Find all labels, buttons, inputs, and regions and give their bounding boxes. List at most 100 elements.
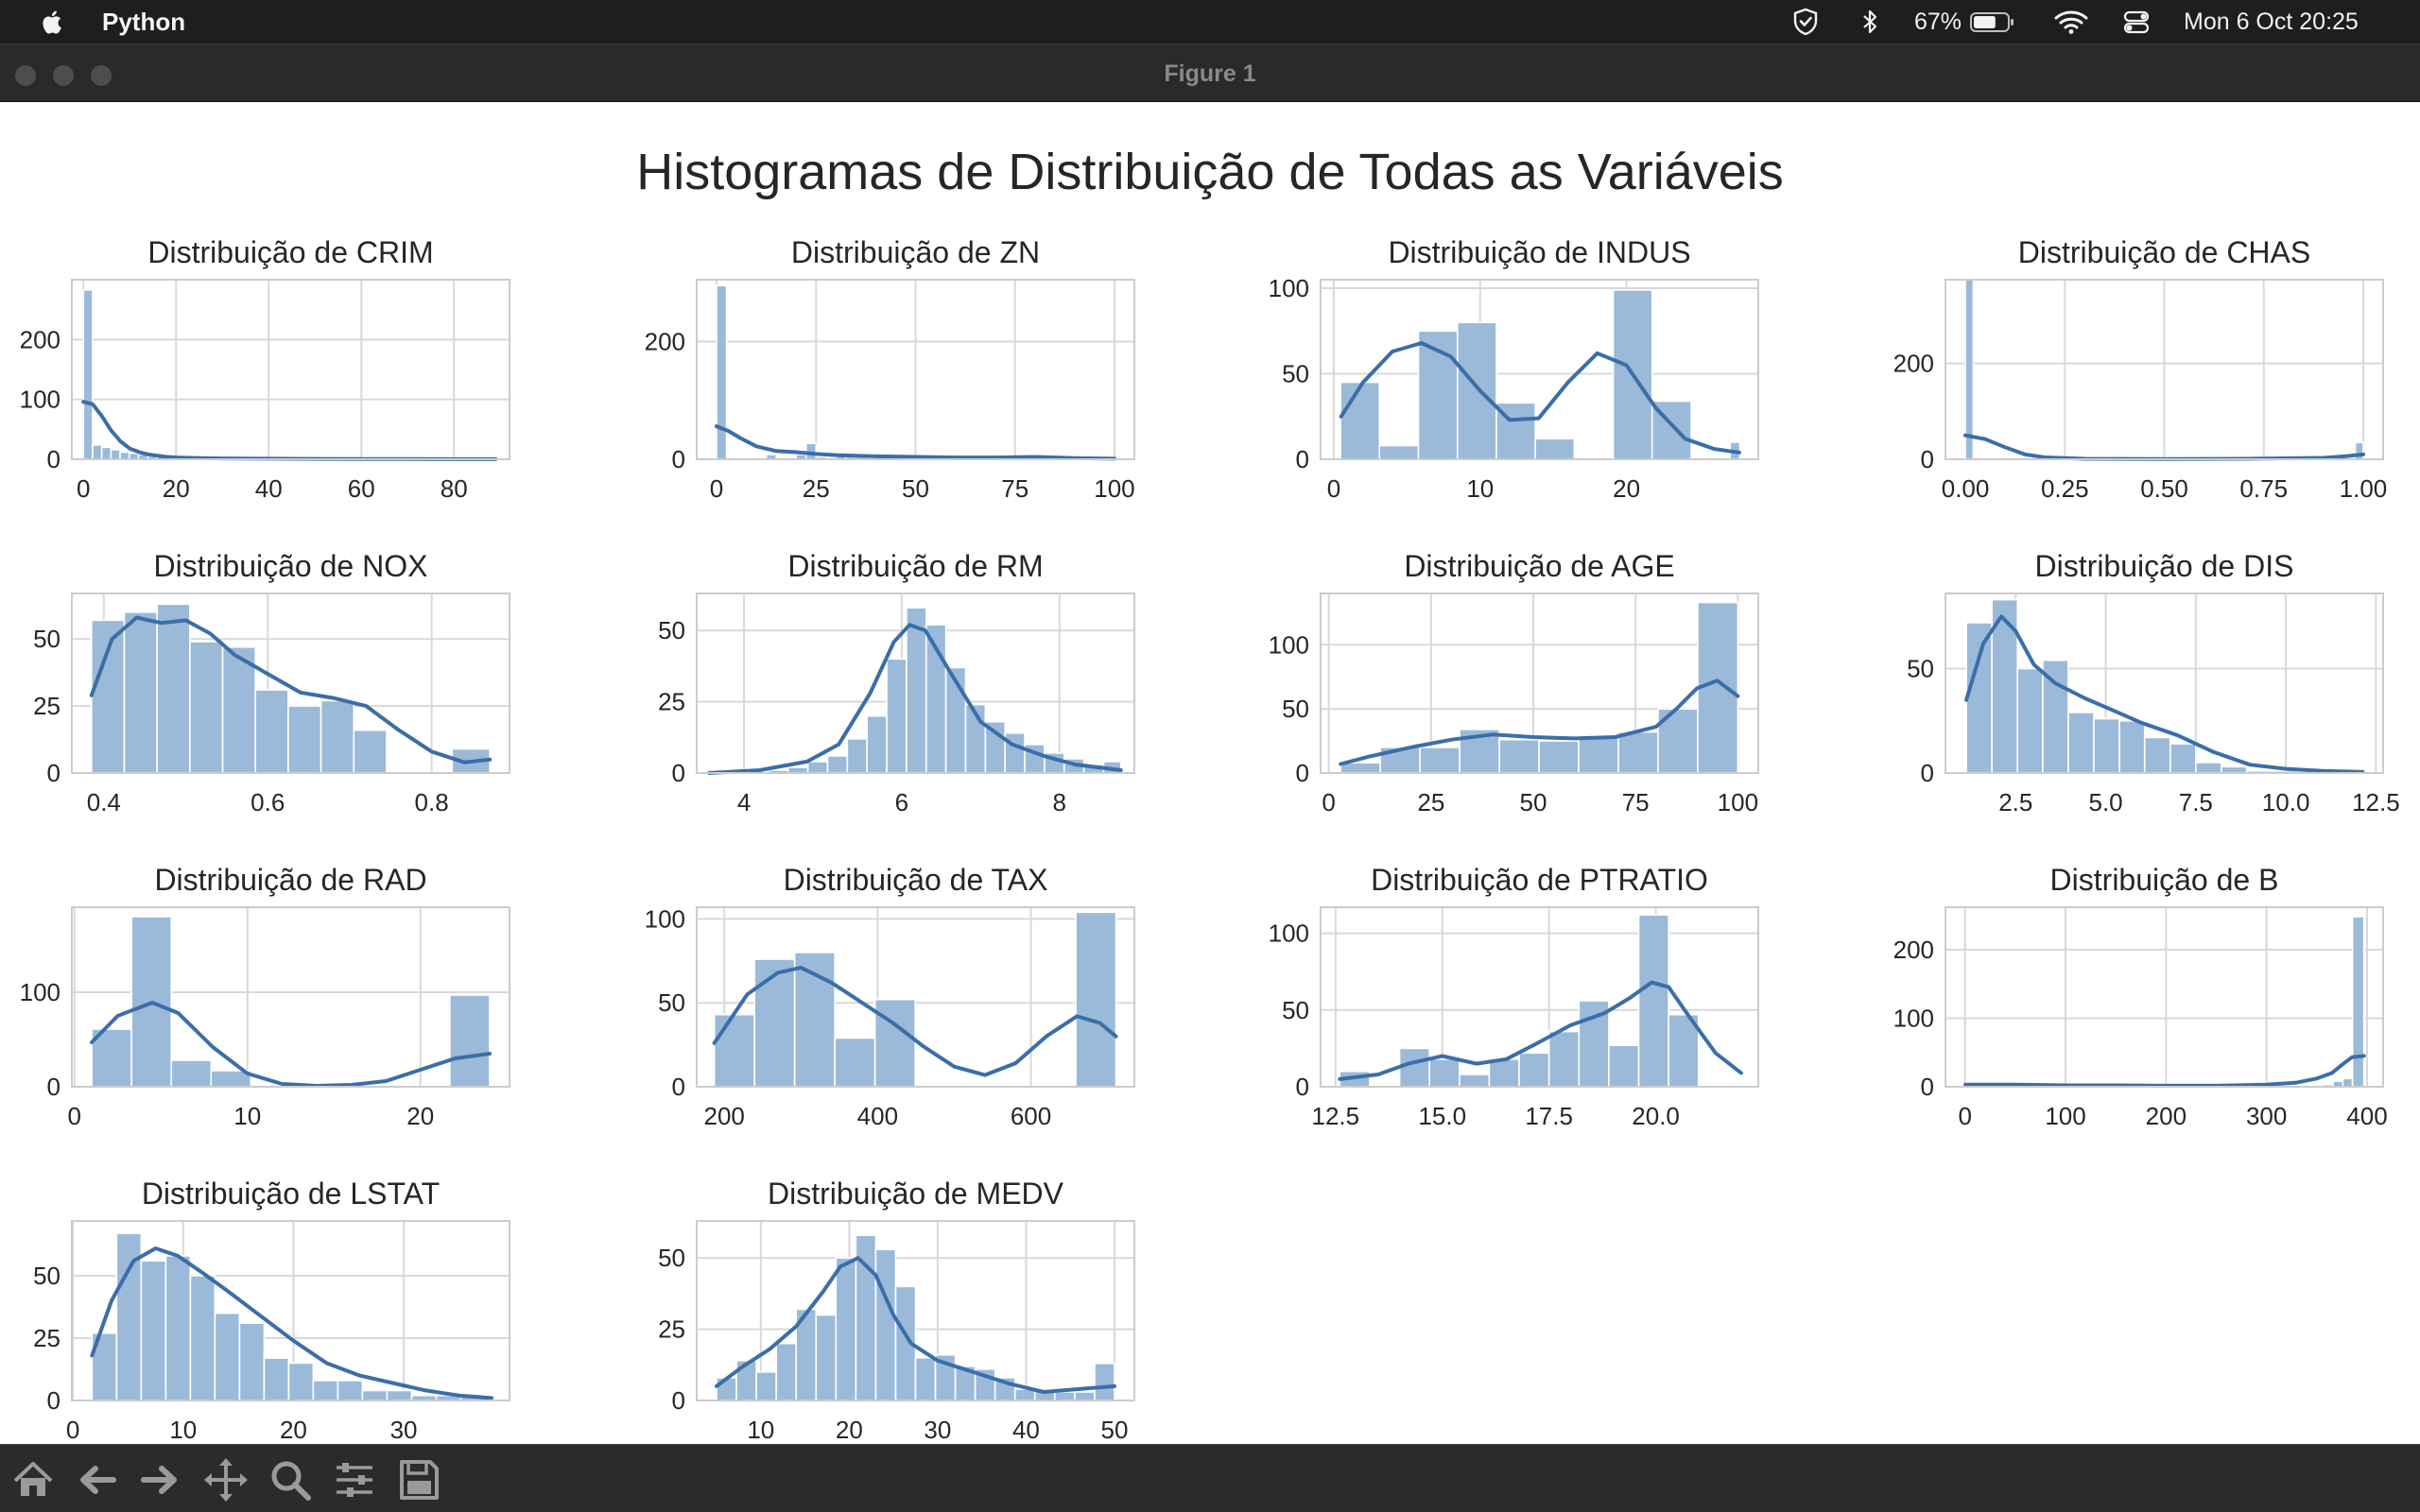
x-tick-label: 0.8 bbox=[415, 788, 449, 816]
y-tick-label: 50 bbox=[33, 1262, 60, 1290]
histogram-bar bbox=[735, 1359, 757, 1401]
histogram-bar bbox=[189, 641, 224, 774]
axes-frame bbox=[71, 1220, 510, 1401]
x-tick-label: 100 bbox=[1718, 788, 1758, 816]
y-tick-label: 25 bbox=[33, 692, 60, 720]
figure-canvas[interactable]: Histogramas de Distribuição de Todas as … bbox=[0, 102, 2420, 1444]
histogram-bar bbox=[164, 1255, 192, 1401]
save-button[interactable] bbox=[391, 1452, 446, 1507]
subplot: Distribuição de CHAS 0.00 0.25 0.50 0.75 1.00… bbox=[1893, 235, 2388, 503]
histogram-bar bbox=[874, 1248, 897, 1401]
histogram-bar bbox=[320, 699, 355, 774]
configure-subplots-button[interactable] bbox=[327, 1452, 382, 1507]
kde-line bbox=[1339, 679, 1740, 766]
subplot: Distribuição de ZN 0 25 50 75 100 0 200 bbox=[645, 235, 1135, 503]
zoom-window-button[interactable] bbox=[91, 65, 112, 86]
subplot: Distribuição de NOX 0.4 0.6 0.8 0 25 50 bbox=[33, 549, 510, 816]
y-tick-label: 100 bbox=[20, 978, 60, 1006]
forward-button[interactable] bbox=[132, 1452, 187, 1507]
x-tick-label: 20.0 bbox=[1632, 1102, 1680, 1130]
subplot-title: Distribuição de MEDV bbox=[768, 1177, 1064, 1211]
histogram-bar bbox=[1547, 1030, 1581, 1088]
histogram-bar bbox=[775, 1342, 798, 1401]
histogram-bar bbox=[866, 714, 888, 774]
histogram-bar bbox=[834, 1037, 876, 1088]
y-tick-label: 0 bbox=[1921, 759, 1934, 787]
x-tick-label: 5.0 bbox=[2088, 788, 2122, 816]
histogram-bar bbox=[287, 1362, 315, 1401]
y-tick-label: 0 bbox=[672, 445, 685, 473]
axes-frame bbox=[696, 906, 1135, 1088]
axes-frame bbox=[71, 906, 510, 1088]
y-tick-label: 50 bbox=[33, 625, 60, 653]
subplot: Distribuição de MEDV 10 20 30 40 50 0 25 50 bbox=[658, 1177, 1135, 1444]
histogram-bar bbox=[716, 1377, 737, 1401]
x-tick-label: 1.00 bbox=[2340, 474, 2388, 503]
histogram-bar bbox=[170, 1059, 213, 1088]
subplot: Distribuição de CRIM 0 20 40 60 80 0 100 200 bbox=[20, 235, 510, 503]
x-tick-label: 50 bbox=[1520, 788, 1547, 816]
histogram-bar bbox=[110, 449, 121, 460]
x-tick-label: 200 bbox=[2146, 1102, 2187, 1130]
battery-icon[interactable] bbox=[1969, 7, 2016, 37]
histogram-bar bbox=[806, 761, 829, 774]
x-tick-label: 30 bbox=[924, 1416, 951, 1444]
apple-icon[interactable] bbox=[36, 6, 68, 38]
axes-frame bbox=[1945, 593, 2384, 774]
x-tick-label: 10 bbox=[169, 1416, 197, 1444]
close-window-button[interactable] bbox=[15, 65, 36, 86]
histogram-bar bbox=[1488, 1057, 1520, 1088]
y-tick-label: 100 bbox=[1269, 919, 1309, 948]
wifi-icon[interactable] bbox=[2052, 7, 2090, 37]
pan-button[interactable] bbox=[199, 1452, 253, 1507]
histogram-bar bbox=[361, 1389, 389, 1401]
subplot: Distribuição de TAX 200 400 600 0 50 100 bbox=[645, 863, 1135, 1130]
y-tick-label: 200 bbox=[20, 325, 60, 353]
minimize-window-button[interactable] bbox=[53, 65, 74, 86]
kde-line bbox=[90, 1246, 493, 1400]
x-tick-label: 20 bbox=[163, 474, 190, 503]
app-name[interactable]: Python bbox=[102, 8, 186, 36]
x-tick-label: 20 bbox=[836, 1416, 863, 1444]
shield-icon[interactable] bbox=[1789, 7, 1822, 37]
x-tick-label: 20 bbox=[1613, 474, 1640, 503]
x-tick-label: 75 bbox=[1622, 788, 1650, 816]
histogram-bar bbox=[287, 705, 322, 774]
x-tick-label: 10.0 bbox=[2262, 788, 2310, 816]
clock[interactable]: Mon 6 Oct 20:25 bbox=[2184, 9, 2359, 35]
subplot: Distribuição de B 0 100 200 300 400 0 100 200 bbox=[1893, 863, 2388, 1130]
axes-frame bbox=[1320, 593, 1759, 774]
control-center-icon[interactable] bbox=[2120, 7, 2152, 37]
bluetooth-icon[interactable] bbox=[1854, 7, 1886, 37]
subplot-title: Distribuição de RM bbox=[787, 549, 1043, 583]
x-tick-label: 600 bbox=[1011, 1102, 1051, 1130]
x-tick-label: 0.75 bbox=[2239, 474, 2288, 503]
histogram-bar bbox=[2351, 916, 2365, 1088]
x-tick-label: 100 bbox=[2045, 1102, 2085, 1130]
x-tick-label: 0 bbox=[710, 474, 723, 503]
histogram-bar bbox=[1498, 738, 1540, 774]
axes-frame bbox=[1320, 279, 1759, 460]
histogram-bar bbox=[189, 1275, 216, 1401]
histogram-bar bbox=[753, 958, 796, 1088]
histogram-bar bbox=[92, 443, 103, 460]
y-tick-label: 0 bbox=[1921, 445, 1934, 473]
subplot-title: Distribuição de DIS bbox=[2035, 549, 2294, 583]
forward-icon bbox=[141, 1466, 177, 1494]
pan-icon bbox=[204, 1458, 248, 1502]
home-button[interactable] bbox=[6, 1452, 60, 1507]
zoom-button[interactable] bbox=[263, 1452, 318, 1507]
menu-bar: Python 67% Mon 6 Oct 20:25 bbox=[0, 0, 2420, 43]
histogram-bar bbox=[1378, 444, 1420, 460]
axes-frame bbox=[1945, 279, 2384, 460]
back-button[interactable] bbox=[70, 1452, 125, 1507]
x-tick-label: 50 bbox=[902, 474, 929, 503]
x-tick-label: 10 bbox=[233, 1102, 261, 1130]
y-tick-label: 200 bbox=[1893, 936, 1934, 964]
histogram-bar bbox=[1637, 914, 1669, 1088]
histogram-bar bbox=[1518, 1052, 1550, 1088]
subplot: Distribuição de LSTAT 0 10 20 30 0 25 50 bbox=[33, 1177, 510, 1444]
y-tick-label: 0 bbox=[47, 1073, 60, 1101]
x-tick-label: 40 bbox=[1012, 1416, 1040, 1444]
